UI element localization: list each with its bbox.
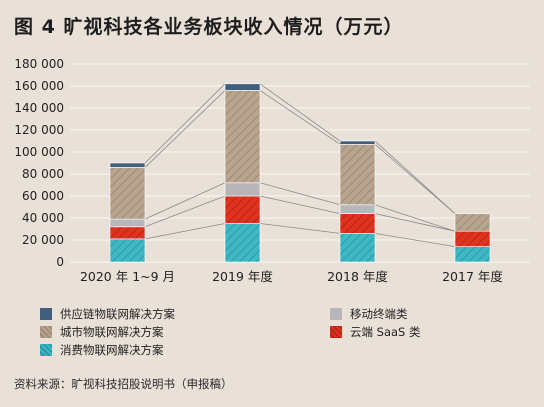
y-tick-label: 60 000 [22,189,64,203]
legend-swatch [330,308,342,320]
axis-layer: 0 20 000 40 000 60 000 80 000 100 000 120 000 1… [14,57,503,284]
bar-segment-cloud [339,213,376,234]
source-note: 资料来源：旷视科技招股说明书（申报稿） [14,377,233,391]
bar-segment-consumer [339,233,376,263]
connector-line [374,143,456,214]
connector-line [259,83,341,142]
y-tick-label: 20 000 [22,233,64,247]
bar-segment-city [454,213,491,232]
chart-title: 图 4 旷视科技各业务板块收入情况（万元） [14,16,404,38]
grid-layer [70,63,530,263]
y-tick-label: 160 000 [14,79,64,93]
legend-label: 供应链物联网解决方案 [60,307,175,321]
y-tick-label: 180 000 [14,57,64,71]
bar-segment-mobile [224,182,261,197]
legend-label: 城市物联网解决方案 [60,325,164,339]
bar-segment-cloud [224,195,261,224]
bar-segment-cloud [109,226,146,240]
connector-layer [144,83,456,247]
connector-line [374,233,456,247]
x-tick-label: 2020 年 1~9 月 [80,269,175,284]
connector-line [259,90,341,145]
y-tick-label: 120 000 [14,123,64,137]
legend-label: 消费物联网解决方案 [60,343,164,357]
connector-line [144,83,226,164]
bar-segment-cloud [454,230,491,247]
legend-swatch [40,344,52,356]
bar-segment-consumer [224,223,261,263]
bar-layer [109,83,491,263]
connector-line [144,195,226,228]
y-tick-label: 80 000 [22,167,64,181]
connector-line [259,223,341,234]
legend-swatch [40,326,52,338]
bar-segment-consumer [454,246,491,263]
bar-segment-supply_chain [109,162,146,168]
legend-item-mobile: 移动终端类 [330,306,408,322]
bar-segment-city [224,90,261,184]
x-tick-label: 2019 年度 [212,269,273,284]
y-tick-label: 0 [56,255,64,269]
bar-segment-city [339,144,376,206]
legend-swatch [40,308,52,320]
bar-segment-mobile [339,204,376,214]
legend-item-consumer: 消费物联网解决方案 [40,342,164,358]
y-tick-label: 40 000 [22,211,64,225]
connector-line [374,140,456,214]
legend-label: 云端 SaaS 类 [350,325,421,339]
bar-segment-consumer [109,238,146,263]
connector-line [259,182,341,206]
y-tick-label: 140 000 [14,101,64,115]
legend-item-supply_chain: 供应链物联网解决方案 [40,306,175,322]
bar-segment-supply_chain [224,83,261,91]
legend-label: 移动终端类 [350,307,408,321]
x-tick-label: 2018 年度 [327,269,388,284]
stacked-bar-chart: 0 20 000 40 000 60 000 80 000 100 000 120 000 1… [14,57,530,284]
legend-item-city: 城市物联网解决方案 [40,324,164,340]
x-tick-label: 2017 年度 [442,269,503,284]
bar-segment-supply_chain [339,140,376,145]
y-tick-label: 100 000 [14,145,64,159]
bar-segment-city [109,167,146,220]
connector-line [144,90,226,168]
connector-line [374,204,456,232]
legend-swatch [330,326,342,338]
connector-line [259,195,341,214]
bar-segment-mobile [109,218,146,228]
legend-item-cloud: 云端 SaaS 类 [330,324,421,340]
connector-line [144,223,226,240]
connector-line [374,213,456,232]
connector-line [144,182,226,220]
